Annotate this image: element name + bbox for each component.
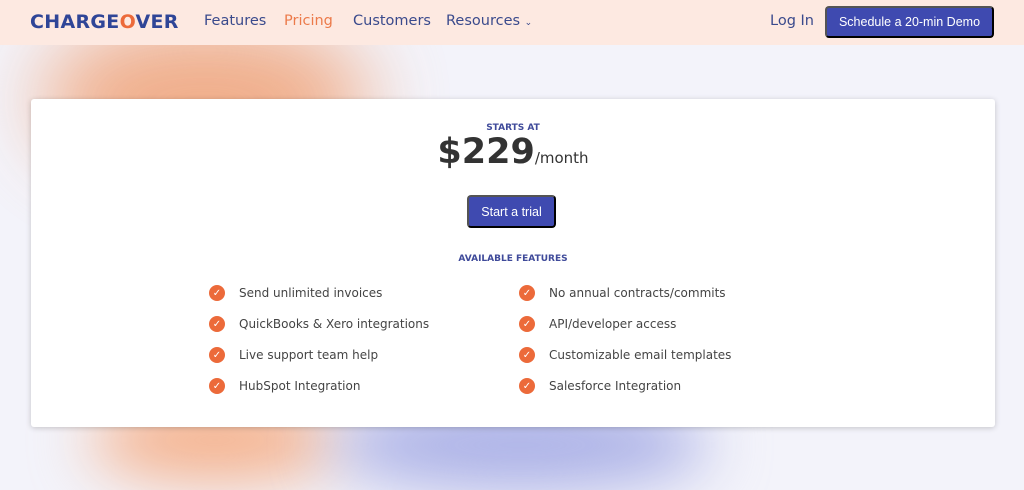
- check-icon: ✓: [209, 347, 225, 363]
- feature-label: Live support team help: [239, 348, 379, 362]
- price-period: /month: [534, 149, 589, 167]
- check-icon: ✓: [209, 316, 225, 332]
- check-icon: ✓: [519, 347, 535, 363]
- feature-item: ✓ API/developer access: [519, 316, 676, 332]
- top-nav: CHARGEOVER Features Pricing Customers Re…: [0, 0, 1024, 45]
- check-icon: ✓: [519, 316, 535, 332]
- feature-label: QuickBooks & Xero integrations: [239, 317, 430, 331]
- feature-label: No annual contracts/commits: [549, 286, 726, 300]
- feature-label: Salesforce Integration: [549, 379, 682, 393]
- nav-features[interactable]: Features: [204, 13, 267, 29]
- feature-label: Send unlimited invoices: [239, 286, 383, 300]
- nav-resources[interactable]: Resources ⌄: [446, 13, 532, 29]
- start-trial-button[interactable]: Start a trial: [467, 195, 556, 228]
- chevron-down-icon: ⌄: [524, 18, 533, 28]
- check-icon: ✓: [209, 378, 225, 394]
- pricing-card: STARTS AT $229/month Start a trial AVAIL…: [31, 99, 995, 427]
- feature-item: ✓ No annual contracts/commits: [519, 285, 726, 301]
- feature-item: ✓ Live support team help: [209, 347, 378, 363]
- nav-pricing[interactable]: Pricing: [284, 13, 333, 29]
- schedule-demo-button[interactable]: Schedule a 20-min Demo: [825, 6, 994, 38]
- check-icon: ✓: [519, 285, 535, 301]
- check-icon: ✓: [209, 285, 225, 301]
- feature-item: ✓ Customizable email templates: [519, 347, 731, 363]
- check-icon: ✓: [519, 378, 535, 394]
- feature-item: ✓ QuickBooks & Xero integrations: [209, 316, 429, 332]
- feature-item: ✓ Send unlimited invoices: [209, 285, 382, 301]
- nav-resources-label: Resources: [446, 13, 521, 29]
- nav-customers[interactable]: Customers: [353, 13, 431, 29]
- feature-label: API/developer access: [549, 317, 677, 331]
- feature-item: ✓ Salesforce Integration: [519, 378, 681, 394]
- starts-at-label: STARTS AT: [486, 123, 540, 133]
- feature-label: Customizable email templates: [549, 348, 732, 362]
- feature-label: HubSpot Integration: [239, 379, 361, 393]
- price-amount: $229: [437, 132, 535, 172]
- price: $229/month: [31, 132, 995, 172]
- feature-item: ✓ HubSpot Integration: [209, 378, 360, 394]
- login-link[interactable]: Log In: [770, 13, 814, 29]
- logo[interactable]: CHARGEOVER: [30, 11, 179, 33]
- features-heading: AVAILABLE FEATURES: [458, 254, 568, 264]
